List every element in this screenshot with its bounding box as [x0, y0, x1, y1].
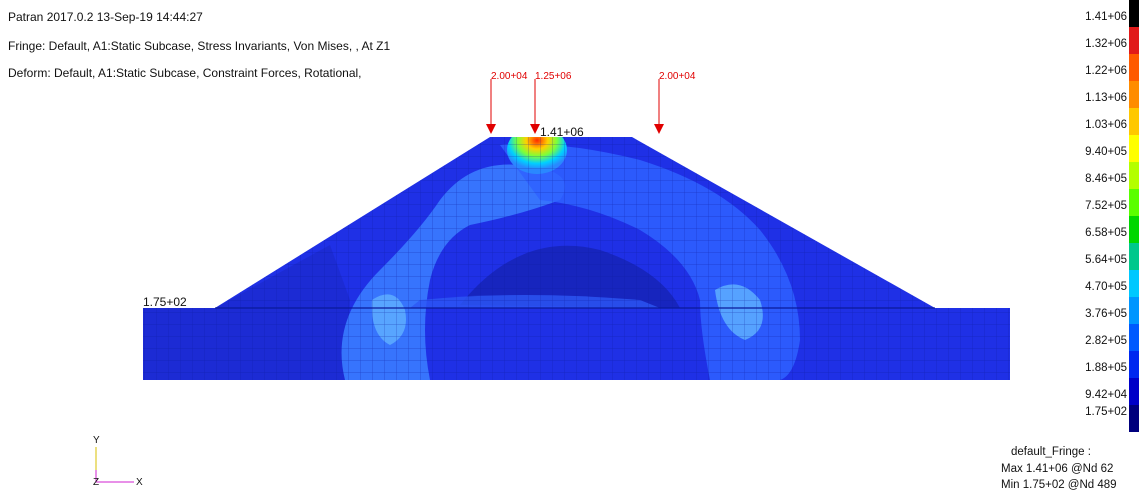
fringe-legend-bar: [1129, 0, 1139, 432]
deform-description: Deform: Default, A1:Static Subcase, Cons…: [8, 66, 362, 80]
legend-min-info: Min 1.75+02 @Nd 489: [1001, 479, 1117, 491]
legend-color-swatch: [1129, 351, 1139, 378]
legend-color-swatch: [1129, 405, 1139, 432]
legend-value-label: 9.42+04: [1085, 389, 1127, 401]
legend-color-swatch: [1129, 324, 1139, 351]
legend-color-swatch: [1129, 81, 1139, 108]
legend-color-swatch: [1129, 216, 1139, 243]
load-label-center: 1.25+06: [535, 71, 572, 82]
legend-color-swatch: [1129, 297, 1139, 324]
title-line: Patran 2017.0.2 13-Sep-19 14:44:27: [8, 10, 203, 24]
load-arrow-left: [486, 79, 496, 134]
legend-value-label: 1.88+05: [1085, 362, 1127, 374]
legend-value-label: 7.52+05: [1085, 200, 1127, 212]
max-marker-label: 1.41+06: [540, 125, 584, 139]
legend-value-label: 1.13+06: [1085, 92, 1127, 104]
legend-value-label: 1.75+02: [1085, 406, 1127, 418]
legend-value-label: 2.82+05: [1085, 335, 1127, 347]
legend-color-swatch: [1129, 378, 1139, 405]
legend-color-swatch: [1129, 0, 1139, 27]
legend-color-swatch: [1129, 135, 1139, 162]
legend-color-swatch: [1129, 27, 1139, 54]
legend-color-swatch: [1129, 270, 1139, 297]
load-arrow-right: [654, 79, 664, 134]
legend-color-swatch: [1129, 243, 1139, 270]
load-label-left: 2.00+04: [491, 71, 528, 82]
min-marker-label: 1.75+02: [143, 295, 187, 309]
legend-value-label: 3.76+05: [1085, 308, 1127, 320]
legend-color-swatch: [1129, 54, 1139, 81]
legend-value-label: 1.41+06: [1085, 11, 1127, 23]
legend-value-label: 1.32+06: [1085, 38, 1127, 50]
legend-max-info: Max 1.41+06 @Nd 62: [1001, 463, 1114, 475]
legend-value-label: 5.64+05: [1085, 254, 1127, 266]
legend-value-label: 8.46+05: [1085, 173, 1127, 185]
legend-value-label: 4.70+05: [1085, 281, 1127, 293]
axis-y-label: Y: [93, 435, 100, 446]
load-label-right: 2.00+04: [659, 71, 696, 82]
legend-value-label: 6.58+05: [1085, 227, 1127, 239]
legend-value-label: 1.22+06: [1085, 65, 1127, 77]
legend-title: default_Fringe :: [1011, 446, 1091, 458]
legend-value-label: 1.03+06: [1085, 119, 1127, 131]
mesh-overlay: [143, 137, 1010, 380]
axis-z-label: Z: [93, 477, 99, 488]
legend-color-swatch: [1129, 189, 1139, 216]
axis-x-label: X: [136, 477, 143, 488]
coordinate-triad: [95, 447, 134, 483]
legend-value-label: 9.40+05: [1085, 146, 1127, 158]
legend-color-swatch: [1129, 108, 1139, 135]
legend-color-swatch: [1129, 162, 1139, 189]
fringe-description: Fringe: Default, A1:Static Subcase, Stre…: [8, 39, 391, 53]
load-arrow-center: [530, 79, 540, 134]
